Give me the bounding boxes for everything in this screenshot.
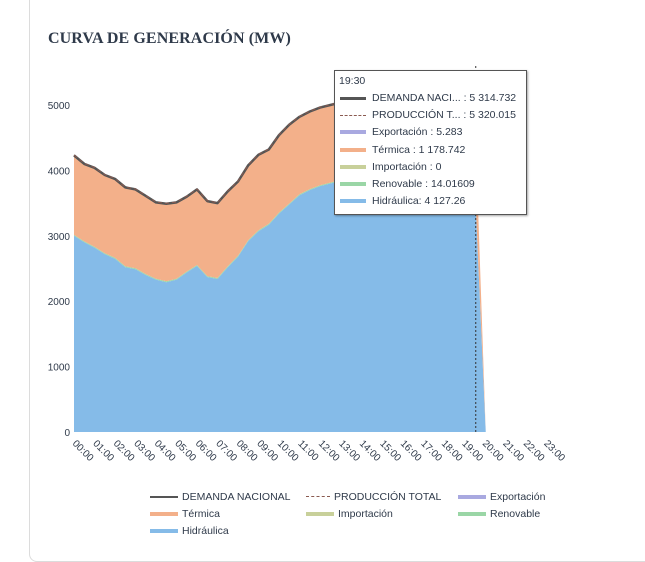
x-tick-label: 13:00 [336,438,362,464]
area-hidraulica[interactable] [74,162,486,432]
tooltip-row-text: DEMANDA NACI... : 5 314.732 [372,92,517,104]
x-tick-label: 01:00 [90,438,116,464]
tooltip-row: DEMANDA NACI... : 5 314.732 [340,92,516,104]
x-tick-label: 12:00 [316,438,342,464]
x-tick-label: 02:00 [111,438,137,464]
tooltip-row-text: Importación : 0 [372,160,442,173]
legend-label: Hidráulica [182,524,229,537]
area-swatch-icon [340,199,366,204]
x-tick-label: 19:00 [459,438,485,464]
tooltip-row: Renovable : 14.01609 [340,178,475,190]
line-swatch-icon [340,96,366,100]
x-tick-label: 21:00 [500,438,526,464]
tooltip-row: Térmica : 1 178.742 [340,144,465,156]
tooltip-row-text: Hidráulica: 4 127.26 [372,195,466,208]
tooltip-time: 19:30 [339,75,366,87]
x-tick-label: 08:00 [234,438,260,464]
dash-swatch-icon [340,114,366,116]
legend-item-hidraulica[interactable]: Hidráulica [150,525,306,537]
legend-item-renovable[interactable]: Renovable [458,508,540,520]
x-tick-label: 17:00 [418,438,444,464]
x-tick-label: 00:00 [70,438,96,464]
area-swatch-icon [340,130,366,135]
tooltip-row-text: PRODUCCIÓN T... : 5 320.015 [372,109,516,122]
legend-label: Importación [338,507,393,520]
tooltip-row-text: Térmica : 1 178.742 [372,143,466,156]
x-tick-label: 14:00 [357,438,383,464]
chart-tooltip: 19:30 DEMANDA NACI... : 5 314.732 PRODUCC… [334,70,527,215]
x-tick-label: 04:00 [152,438,178,464]
x-tick-label: 22:00 [521,438,547,464]
x-tick-label: 05:00 [172,438,198,464]
x-tick-label: 11:00 [295,438,320,463]
area-swatch-icon [150,511,178,516]
x-tick-label: 03:00 [131,438,157,464]
x-tick-label: 18:00 [439,438,465,464]
area-swatch-icon [340,147,366,152]
legend-label: Térmica [182,507,220,520]
tooltip-row-text: Exportación : 5.283 [372,126,463,139]
area-swatch-icon [306,511,334,516]
y-tick-label: 4000 [48,166,71,177]
y-tick-label: 2000 [48,297,71,308]
x-tick-label: 20:00 [480,438,506,464]
line-produccion-total[interactable] [73,83,474,204]
legend-item-termica[interactable]: Térmica [150,508,306,520]
x-tick-label: 15:00 [377,438,403,464]
tooltip-row: Exportación : 5.283 [340,126,462,138]
x-tick-label: 23:00 [541,438,567,464]
legend-item-demanda-nacional[interactable]: DEMANDA NACIONAL [150,491,306,503]
area-swatch-icon [458,511,486,516]
area-swatch-icon [458,494,486,499]
line-swatch-icon [150,495,178,498]
tooltip-row-text: Renovable : 14.01609 [372,178,475,190]
dashed-line-swatch-icon [306,496,330,497]
tooltip-row: PRODUCCIÓN T... : 5 320.015 [340,109,516,121]
x-tick-label: 06:00 [193,438,219,464]
legend-label: PRODUCCIÓN TOTAL [334,490,442,503]
x-tick-label: 10:00 [275,438,301,464]
legend-label: Renovable [490,507,541,520]
legend-item-produccion-total[interactable]: PRODUCCIÓN TOTAL [306,491,458,503]
area-swatch-icon [340,182,366,186]
chart-legend: DEMANDA NACIONAL PRODUCCIÓN TOTAL Export… [150,488,570,539]
y-tick-label: 3000 [48,232,71,243]
tooltip-row: Hidráulica: 4 127.26 [340,195,465,207]
x-tick-label: 09:00 [254,438,280,464]
x-tick-label: 07:00 [213,438,239,464]
area-swatch-icon [340,164,366,169]
generation-chart[interactable]: 0 1000 2000 3000 4000 5000 00:0001:0002:0003:… [0,0,645,543]
chart-title: CURVA DE GENERACIÓN (MW) [48,30,291,47]
legend-item-importacion[interactable]: Importación [306,508,458,520]
y-tick-label: 5000 [48,101,71,112]
x-tick-label: 16:00 [398,438,424,464]
y-tick-label: 0 [64,428,70,439]
legend-label: Exportación [490,490,546,503]
legend-item-exportacion[interactable]: Exportación [458,491,545,503]
legend-label: DEMANDA NACIONAL [182,490,291,503]
tooltip-row: Importación : 0 [340,161,441,173]
y-tick-label: 1000 [48,363,71,374]
area-swatch-icon [150,528,178,533]
